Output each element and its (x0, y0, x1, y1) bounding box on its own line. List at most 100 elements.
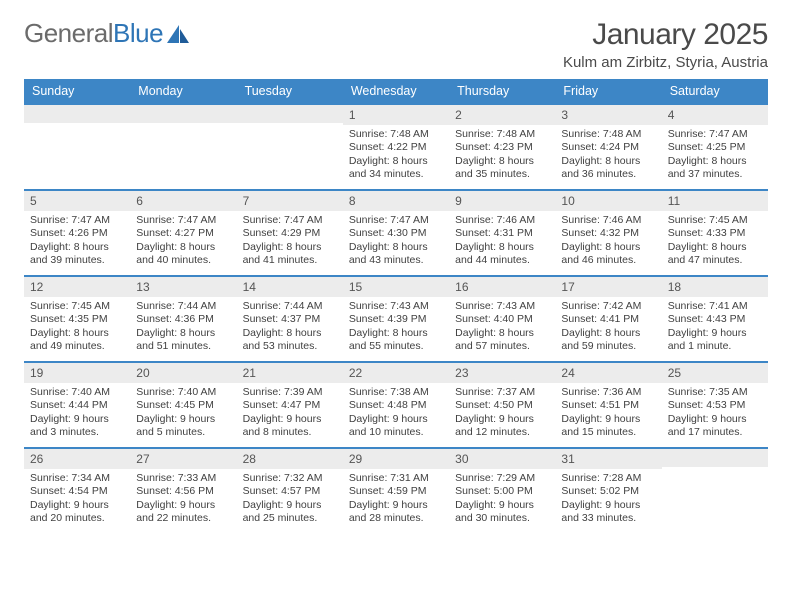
daylight-text: Daylight: 8 hours and 46 minutes. (561, 241, 655, 268)
day-cell: 14Sunrise: 7:44 AMSunset: 4:37 PMDayligh… (237, 277, 343, 361)
day-cell: 10Sunrise: 7:46 AMSunset: 4:32 PMDayligh… (555, 191, 661, 275)
day-header-row: SundayMondayTuesdayWednesdayThursdayFrid… (24, 79, 768, 103)
day-details: Sunrise: 7:44 AMSunset: 4:37 PMDaylight:… (237, 297, 343, 356)
day-details: Sunrise: 7:40 AMSunset: 4:44 PMDaylight:… (24, 383, 130, 442)
daylight-text: Daylight: 9 hours and 25 minutes. (243, 499, 337, 526)
location: Kulm am Zirbitz, Styria, Austria (563, 54, 768, 71)
day-details: Sunrise: 7:47 AMSunset: 4:25 PMDaylight:… (662, 125, 768, 184)
day-details: Sunrise: 7:32 AMSunset: 4:57 PMDaylight:… (237, 469, 343, 528)
day-number: 3 (555, 105, 661, 125)
day-cell: 25Sunrise: 7:35 AMSunset: 4:53 PMDayligh… (662, 363, 768, 447)
weeks-container: 1 Sunrise: 7:48 AMSunset: 4:22 PM Daylight… (24, 103, 768, 533)
sunset-text: Sunset: 4:41 PM (561, 313, 655, 326)
day-number: 11 (662, 191, 768, 211)
day-cell: 23Sunrise: 7:37 AMSunset: 4:50 PMDayligh… (449, 363, 555, 447)
sunrise-text: Sunrise: 7:46 AM (455, 214, 549, 227)
day-details: Sunrise: 7:28 AMSunset: 5:02 PMDaylight:… (555, 469, 661, 528)
day-number: 17 (555, 277, 661, 297)
day-cell: 30Sunrise: 7:29 AMSunset: 5:00 PMDayligh… (449, 449, 555, 533)
day-number: 4 (662, 105, 768, 125)
day-details: Sunrise: 7:42 AMSunset: 4:41 PMDaylight:… (555, 297, 661, 356)
day-details: Sunrise: 7:43 AMSunset: 4:40 PMDaylight:… (449, 297, 555, 356)
sunset-text: Sunset: 4:44 PM (30, 399, 124, 412)
day-cell: 31Sunrise: 7:28 AMSunset: 5:02 PMDayligh… (555, 449, 661, 533)
day-number: 27 (130, 449, 236, 469)
sunrise-text: Sunrise: 7:44 AM (136, 300, 230, 313)
sunrise-text: Sunrise: 7:48 AM (349, 128, 443, 141)
daylight-text: Daylight: 8 hours and 53 minutes. (243, 327, 337, 354)
day-cell: 15Sunrise: 7:43 AMSunset: 4:39 PMDayligh… (343, 277, 449, 361)
sunrise-text: Sunrise: 7:42 AM (561, 300, 655, 313)
sunrise-text: Sunrise: 7:44 AM (243, 300, 337, 313)
day-details: Sunrise: 7:40 AMSunset: 4:45 PMDaylight:… (130, 383, 236, 442)
day-details: Sunrise: 7:33 AMSunset: 4:56 PMDaylight:… (130, 469, 236, 528)
daylight-text: Daylight: 9 hours and 15 minutes. (561, 413, 655, 440)
day-number: 9 (449, 191, 555, 211)
day-cell: 9Sunrise: 7:46 AMSunset: 4:31 PMDaylight… (449, 191, 555, 275)
daylight-text: Daylight: 9 hours and 33 minutes. (561, 499, 655, 526)
day-details: Sunrise: 7:44 AMSunset: 4:36 PMDaylight:… (130, 297, 236, 356)
sunset-text: Sunset: 4:30 PM (349, 227, 443, 240)
day-number: 8 (343, 191, 449, 211)
daylight-text: Daylight: 9 hours and 20 minutes. (30, 499, 124, 526)
sunset-text: Sunset: 4:29 PM (243, 227, 337, 240)
week-row: 19Sunrise: 7:40 AMSunset: 4:44 PMDayligh… (24, 361, 768, 447)
daylight-text: Daylight: 9 hours and 12 minutes. (455, 413, 549, 440)
day-details: Sunrise: 7:29 AMSunset: 5:00 PMDaylight:… (449, 469, 555, 528)
logo: GeneralBlue (24, 18, 191, 49)
sunset-text: Sunset: 4:53 PM (668, 399, 762, 412)
sunset-text: Sunset: 4:45 PM (136, 399, 230, 412)
sunrise-text: Sunrise: 7:40 AM (136, 386, 230, 399)
day-number: 26 (24, 449, 130, 469)
sunrise-text: Sunrise: 7:34 AM (30, 472, 124, 485)
day-cell: 7Sunrise: 7:47 AMSunset: 4:29 PMDaylight… (237, 191, 343, 275)
day-cell: 5Sunrise: 7:47 AMSunset: 4:26 PMDaylight… (24, 191, 130, 275)
daylight-text: Daylight: 9 hours and 28 minutes. (349, 499, 443, 526)
day-details: Sunrise: 7:34 AMSunset: 4:54 PMDaylight:… (24, 469, 130, 528)
day-number: 25 (662, 363, 768, 383)
sunrise-text: Sunrise: 7:39 AM (243, 386, 337, 399)
day-details: Sunrise: 7:35 AMSunset: 4:53 PMDaylight:… (662, 383, 768, 442)
daylight-text: Daylight: 8 hours and 40 minutes. (136, 241, 230, 268)
header: GeneralBlue January 2025 Kulm am Zirbitz… (24, 18, 768, 71)
sunrise-text: Sunrise: 7:28 AM (561, 472, 655, 485)
day-header-cell: Thursday (449, 79, 555, 103)
day-details: Sunrise: 7:37 AMSunset: 4:50 PMDaylight:… (449, 383, 555, 442)
day-details: Sunrise: 7:43 AMSunset: 4:39 PMDaylight:… (343, 297, 449, 356)
day-number: 7 (237, 191, 343, 211)
day-number: 13 (130, 277, 236, 297)
daylight-text: Daylight: 8 hours and 41 minutes. (243, 241, 337, 268)
day-number: 12 (24, 277, 130, 297)
day-cell: 6Sunrise: 7:47 AMSunset: 4:27 PMDaylight… (130, 191, 236, 275)
sunset-text: Sunset: 4:22 PM (349, 141, 443, 154)
day-cell: 8Sunrise: 7:47 AMSunset: 4:30 PMDaylight… (343, 191, 449, 275)
day-details: Sunrise: 7:31 AMSunset: 4:59 PMDaylight:… (343, 469, 449, 528)
day-cell: 4Sunrise: 7:47 AMSunset: 4:25 PMDaylight… (662, 105, 768, 189)
week-row: 12Sunrise: 7:45 AMSunset: 4:35 PMDayligh… (24, 275, 768, 361)
sunset-text: Sunset: 4:36 PM (136, 313, 230, 326)
logo-text-2: Blue (113, 18, 163, 49)
sunset-text: Sunset: 4:25 PM (668, 141, 762, 154)
day-number: 21 (237, 363, 343, 383)
sunrise-text: Sunrise: 7:38 AM (349, 386, 443, 399)
daylight-text: Daylight: 9 hours and 5 minutes. (136, 413, 230, 440)
sunrise-text: Sunrise: 7:33 AM (136, 472, 230, 485)
day-header-cell: Monday (130, 79, 236, 103)
daylight-text: Daylight: 9 hours and 3 minutes. (30, 413, 124, 440)
day-number: 1 (343, 105, 449, 125)
daylight-text: Daylight: 8 hours and 44 minutes. (455, 241, 549, 268)
daylight-text: Daylight: 8 hours and 55 minutes. (349, 327, 443, 354)
sunrise-text: Sunrise: 7:40 AM (30, 386, 124, 399)
day-cell (24, 105, 130, 189)
day-cell: 13Sunrise: 7:44 AMSunset: 4:36 PMDayligh… (130, 277, 236, 361)
day-header-cell: Sunday (24, 79, 130, 103)
day-header-cell: Tuesday (237, 79, 343, 103)
sunset-text: Sunset: 4:26 PM (30, 227, 124, 240)
sunset-text: Sunset: 4:24 PM (561, 141, 655, 154)
daylight-text: Daylight: 9 hours and 22 minutes. (136, 499, 230, 526)
day-cell: 3Sunrise: 7:48 AMSunset: 4:24 PMDaylight… (555, 105, 661, 189)
day-number: 15 (343, 277, 449, 297)
sunrise-text: Sunrise: 7:47 AM (30, 214, 124, 227)
day-cell: 17Sunrise: 7:42 AMSunset: 4:41 PMDayligh… (555, 277, 661, 361)
day-cell: 20Sunrise: 7:40 AMSunset: 4:45 PMDayligh… (130, 363, 236, 447)
